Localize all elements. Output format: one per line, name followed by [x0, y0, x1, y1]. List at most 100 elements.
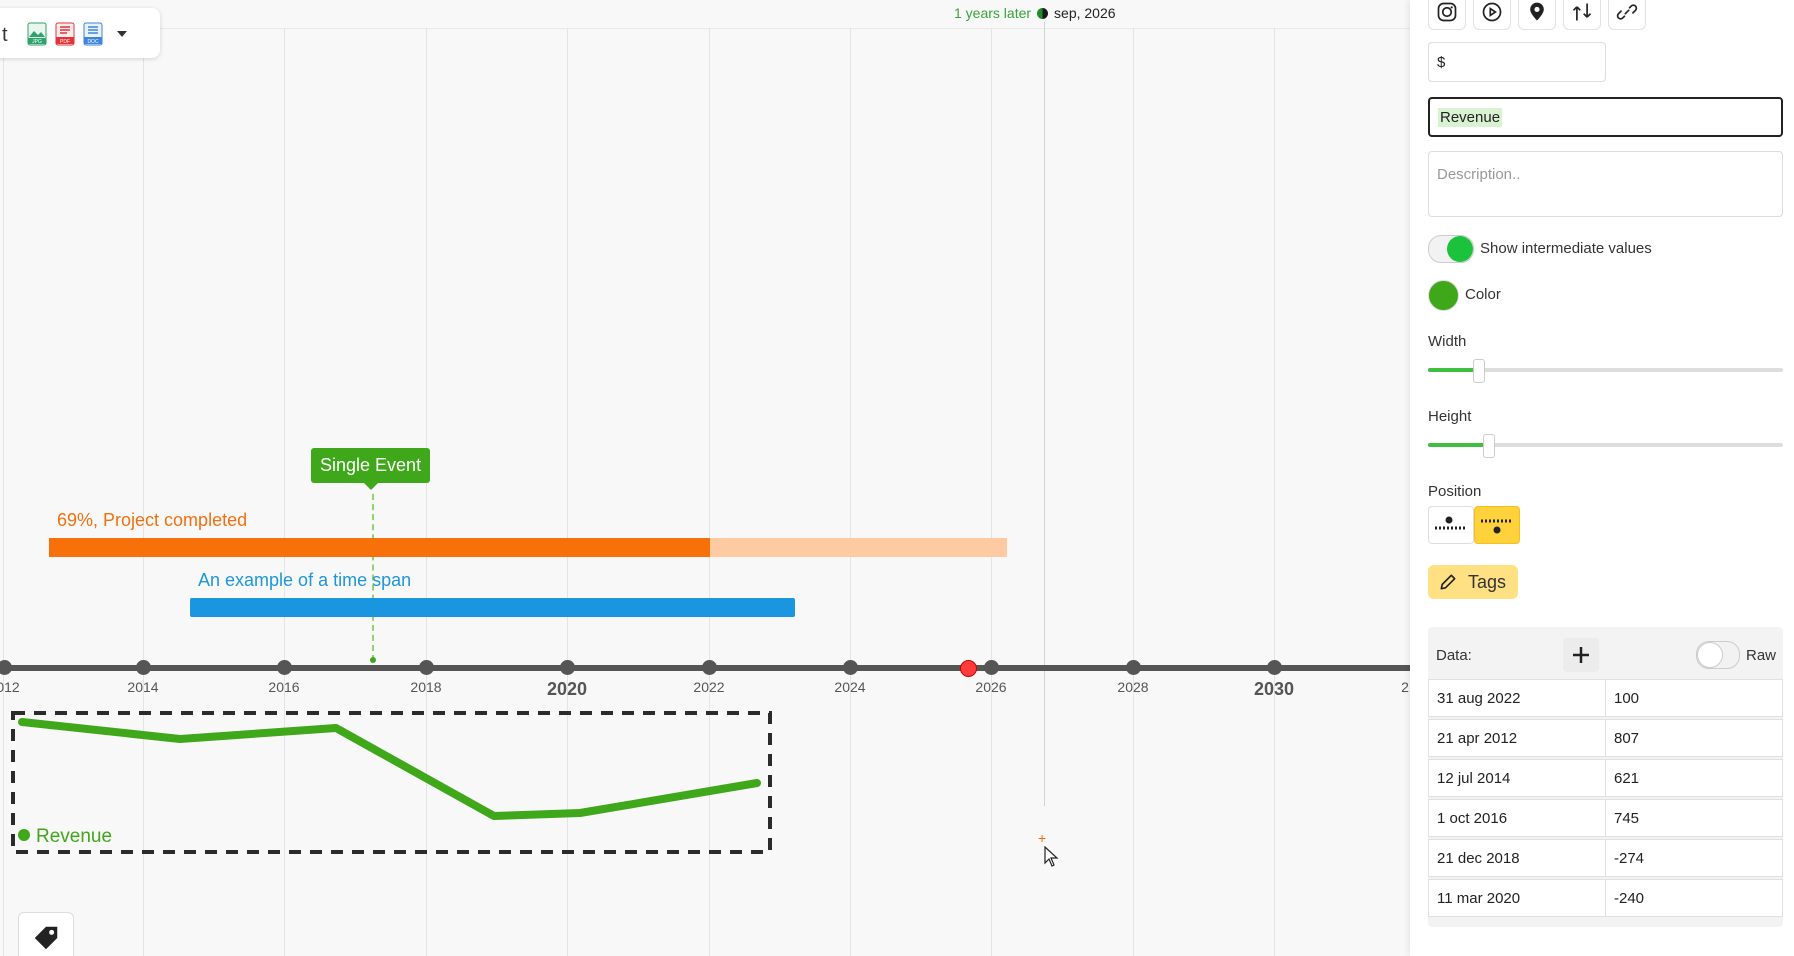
jpg-format-label: JPG: [32, 39, 42, 45]
pencil-icon: [1440, 574, 1456, 590]
height-slider-thumb[interactable]: [1483, 434, 1495, 458]
jpg-export-icon[interactable]: JPG: [25, 22, 49, 46]
date-cell[interactable]: 12 jul 2014: [1428, 759, 1606, 797]
revenue-line[interactable]: [18, 718, 761, 820]
now-line: [1044, 22, 1045, 806]
graph-legend: Revenue: [18, 826, 112, 848]
description-input[interactable]: Description..: [1428, 151, 1783, 217]
height-slider[interactable]: [1428, 434, 1783, 458]
data-table: Data: Raw 31 aug 2022 100 21 apr 2012 807 12…: [1428, 627, 1783, 927]
mouse-cursor-icon: [1044, 846, 1059, 867]
data-label: Data:: [1436, 647, 1472, 664]
top-divider: [0, 28, 1410, 29]
value-cell[interactable]: 807: [1605, 719, 1783, 757]
raw-toggle[interactable]: [1696, 641, 1740, 669]
axis-tick-dot: [419, 660, 434, 675]
value-cell[interactable]: 100: [1605, 679, 1783, 717]
height-label: Height: [1428, 408, 1472, 425]
table-row: 31 aug 2022 100: [1428, 679, 1783, 719]
tags-button[interactable]: Tags: [1428, 565, 1518, 599]
date-cell[interactable]: 31 aug 2022: [1428, 679, 1606, 717]
axis-tick-dot: [984, 660, 999, 675]
single-event-marker[interactable]: Single Event: [311, 448, 431, 490]
name-input[interactable]: Revenue: [1428, 97, 1783, 137]
axis-tick-dot: [136, 660, 151, 675]
now-indicator: 1 years later sep, 2026: [954, 5, 1116, 21]
pdf-export-icon[interactable]: PDF: [53, 22, 77, 46]
project-span-label[interactable]: 69%, Project completed: [57, 510, 248, 530]
time-span-label[interactable]: An example of a time span: [198, 570, 412, 590]
table-row: 21 apr 2012 807: [1428, 719, 1783, 759]
value-cell[interactable]: -240: [1605, 879, 1783, 917]
axis-tick-label: 2014: [127, 679, 159, 695]
table-row: 12 jul 2014 621: [1428, 759, 1783, 799]
grid-line: [143, 28, 144, 956]
table-row: 11 mar 2020 -240: [1428, 879, 1783, 919]
add-row-icon[interactable]: [1563, 638, 1599, 672]
axis-tick-dot: [1267, 660, 1282, 675]
show-intermediate-toggle[interactable]: [1428, 235, 1474, 263]
unit-input[interactable]: $: [1428, 42, 1606, 82]
axis-tick-label: 2024: [834, 679, 866, 695]
event-stem: [372, 494, 374, 661]
now-date-text: sep, 2026: [1054, 5, 1116, 21]
tag-tool-button[interactable]: [18, 912, 74, 956]
axis-tick-label: 2016: [268, 679, 300, 695]
grid-line: [991, 28, 992, 956]
date-cell[interactable]: 11 mar 2020: [1428, 879, 1606, 917]
doc-export-icon[interactable]: DOC: [81, 22, 105, 46]
timeline-canvas[interactable]: t JPG PDF DOC 1 years later sep, 2026 Sin…: [0, 0, 1410, 956]
position-above-icon: [1435, 516, 1467, 530]
value-cell[interactable]: 745: [1605, 799, 1783, 837]
grid-line: [1274, 28, 1275, 956]
legend-dot: [18, 829, 30, 841]
name-input-value: Revenue: [1438, 107, 1503, 127]
chevron-down-icon[interactable]: [117, 31, 127, 37]
branch-connect-icon[interactable]: [1563, 0, 1601, 30]
raw-toggle-knob: [1697, 642, 1723, 668]
date-cell[interactable]: 21 dec 2018: [1428, 839, 1606, 877]
description-placeholder: Description..: [1437, 166, 1521, 183]
axis-tick-dot: [1126, 660, 1141, 675]
axis-tick-label: 012: [0, 679, 20, 695]
width-label: Width: [1428, 333, 1467, 350]
width-slider-thumb[interactable]: [1473, 359, 1485, 383]
tags-label: Tags: [1468, 571, 1507, 592]
axis-tick-dot: [843, 660, 858, 675]
axis-tick-label: 2026: [975, 679, 1007, 695]
position-below-icon: [1481, 519, 1513, 534]
revenue-graph[interactable]: [0, 700, 790, 860]
graph-legend-label: Revenue: [36, 826, 113, 847]
table-row: 21 dec 2018 -274: [1428, 839, 1783, 879]
width-slider-fill: [1428, 368, 1478, 372]
position-above-button[interactable]: [1428, 506, 1474, 544]
export-label: t: [2, 24, 8, 46]
project-progress-fill: [49, 538, 710, 557]
today-marker: [960, 660, 977, 677]
value-cell[interactable]: 621: [1605, 759, 1783, 797]
color-swatch[interactable]: [1428, 280, 1459, 311]
grid-line: [1133, 28, 1134, 956]
width-slider[interactable]: [1428, 359, 1783, 383]
properties-panel: $ Revenue Description.. Show intermediat…: [1410, 0, 1794, 956]
link-icon[interactable]: [1608, 0, 1646, 30]
position-label: Position: [1428, 483, 1482, 500]
date-cell[interactable]: 1 oct 2016: [1428, 799, 1606, 837]
axis-tick-dot: [0, 660, 12, 675]
tag-icon: [34, 926, 58, 950]
value-cell[interactable]: -274: [1605, 839, 1783, 877]
grid-line: [284, 28, 285, 956]
event-anchor-dot: [370, 657, 376, 663]
toggle-knob: [1447, 236, 1473, 262]
axis-tick-label: 2: [1401, 679, 1409, 695]
play-icon[interactable]: [1473, 0, 1511, 30]
time-span-bar[interactable]: [190, 598, 795, 617]
axis-tick-label: 2028: [1117, 679, 1149, 695]
axis-tick-label: 2018: [410, 679, 442, 695]
table-row: 1 oct 2016 745: [1428, 799, 1783, 839]
axis-tick-dot: [277, 660, 292, 675]
instagram-icon[interactable]: [1428, 0, 1466, 30]
position-below-button[interactable]: [1474, 506, 1520, 544]
date-cell[interactable]: 21 apr 2012: [1428, 719, 1606, 757]
map-pin-icon[interactable]: [1518, 0, 1556, 30]
